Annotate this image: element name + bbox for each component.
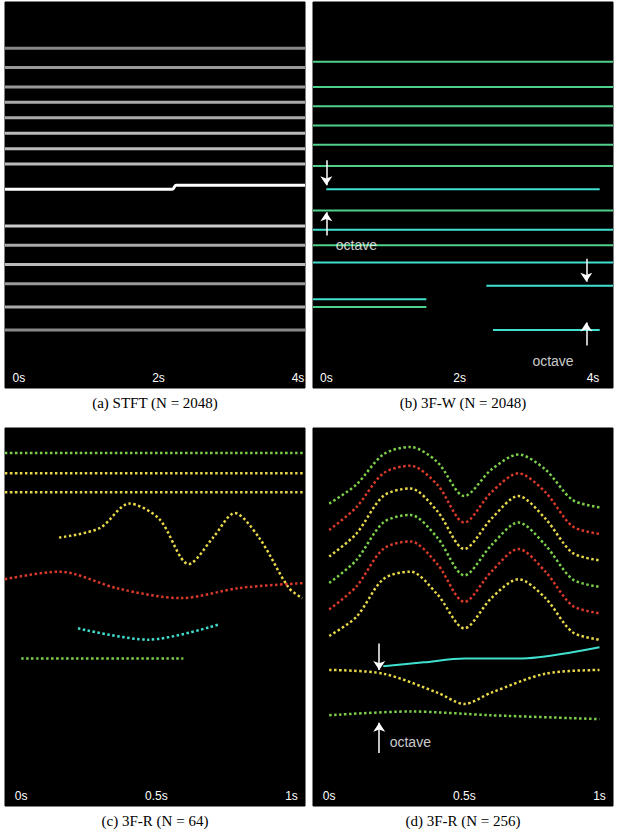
svg-text:4s: 4s — [292, 371, 305, 385]
svg-text:2s: 2s — [152, 371, 165, 385]
svg-text:(c) 3F-R (N = 64): (c) 3F-R (N = 64) — [102, 813, 209, 830]
svg-text:0s: 0s — [15, 789, 28, 803]
svg-text:(d) 3F-R (N = 256): (d) 3F-R (N = 256) — [405, 813, 520, 830]
svg-text:octave: octave — [336, 237, 377, 253]
svg-text:0s: 0s — [13, 371, 26, 385]
svg-text:(a) STFT (N = 2048): (a) STFT (N = 2048) — [92, 395, 218, 412]
svg-text:1s: 1s — [593, 789, 606, 803]
svg-text:1s: 1s — [285, 789, 298, 803]
svg-text:(b) 3F-W (N = 2048): (b) 3F-W (N = 2048) — [400, 395, 527, 412]
svg-text:2s: 2s — [453, 371, 466, 385]
svg-text:0.5s: 0.5s — [453, 789, 476, 803]
svg-text:0.5s: 0.5s — [145, 789, 168, 803]
svg-text:0s: 0s — [323, 789, 336, 803]
svg-text:0s: 0s — [320, 371, 333, 385]
svg-text:octave: octave — [532, 353, 573, 369]
svg-text:4s: 4s — [587, 371, 600, 385]
svg-text:octave: octave — [390, 734, 431, 750]
